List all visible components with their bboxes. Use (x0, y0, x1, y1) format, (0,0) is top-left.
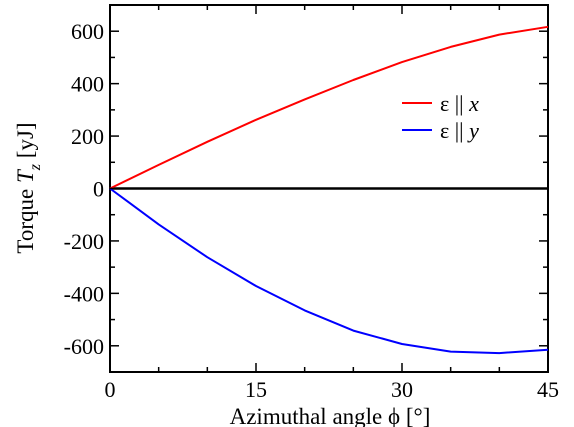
y-tick-label: -600 (64, 334, 104, 359)
x-tick-label: 15 (245, 377, 267, 402)
y-tick-label: -400 (64, 281, 104, 306)
plot-area (109, 4, 549, 373)
y-axis-title: Torque Tz [yJ] (13, 122, 44, 253)
labels-layer: 0 15 30 45 -600 -400 -200 0 200 400 600 (64, 19, 559, 402)
x-tick-label: 0 (105, 377, 116, 402)
legend: ε || xε || y (402, 91, 479, 143)
legend-label-2: ε || y (440, 118, 479, 143)
ticks-layer (109, 4, 549, 373)
series-line-1 (109, 25, 549, 190)
y-tick-label: 0 (93, 177, 104, 202)
y-tick-label: 200 (71, 124, 104, 149)
y-axis-title-symbol: T (13, 168, 38, 183)
y-axis-title-subscript: z (27, 163, 44, 171)
y-axis-title-unit: [yJ] (13, 122, 38, 164)
y-axis-title-main: Torque (13, 183, 38, 254)
y-tick-label: 600 (71, 19, 104, 44)
x-tick-label: 45 (537, 377, 559, 402)
x-axis-title: Azimuthal angle ϕ [°] (230, 404, 431, 427)
series-layer (109, 25, 549, 355)
series-line-2 (109, 187, 549, 355)
legend-label-1: ε || x (440, 91, 479, 116)
y-tick-label: -200 (64, 229, 104, 254)
y-tick-label: 400 (71, 72, 104, 97)
x-tick-label: 30 (391, 377, 413, 402)
